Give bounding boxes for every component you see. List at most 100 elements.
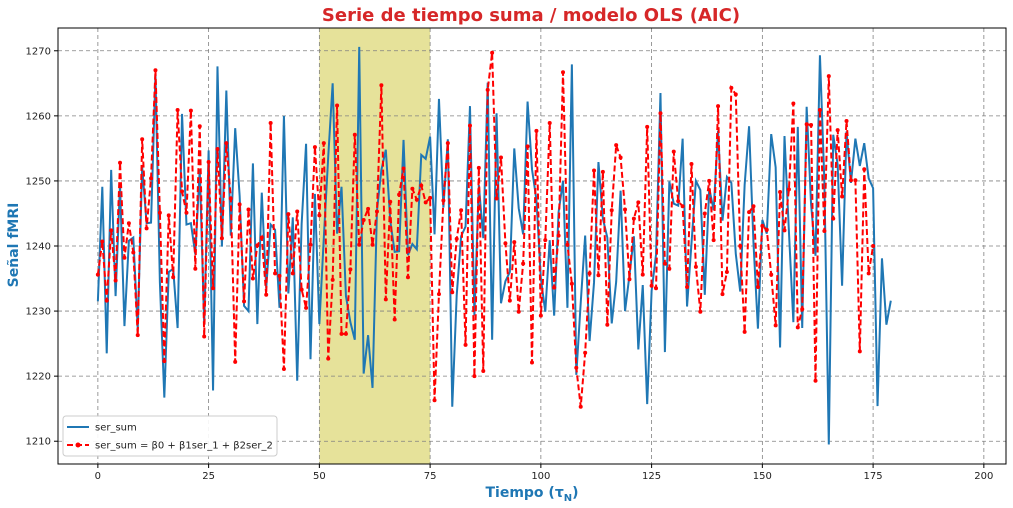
x-axis-label-subscript: N xyxy=(564,493,572,504)
series-point-fit xyxy=(405,275,410,280)
y-tick-label: 1210 xyxy=(26,437,51,448)
series-point-fit xyxy=(259,235,264,240)
series-point-fit xyxy=(335,103,340,108)
series-point-fit xyxy=(122,255,127,260)
series-point-fit xyxy=(636,200,641,205)
series-point-fit xyxy=(135,333,140,338)
chart-title: Serie de tiempo suma / modelo OLS (AIC) xyxy=(322,5,740,26)
series-point-fit xyxy=(126,221,131,226)
series-point-fit xyxy=(140,137,145,142)
series-point-fit xyxy=(809,122,814,127)
series-point-fit xyxy=(498,155,503,160)
series-point-fit xyxy=(197,124,202,129)
series-point-fit xyxy=(215,147,220,152)
series-point-fit xyxy=(250,276,255,281)
series-point-fit xyxy=(640,272,645,277)
series-point-fit xyxy=(131,250,136,255)
series-point-fit xyxy=(658,111,663,116)
series-point-fit xyxy=(441,198,446,203)
series-point-fit xyxy=(264,292,269,297)
series-point-fit xyxy=(724,270,729,275)
axis-ticks: 0 25 50 75 100 125 150 175 200 1210 1220 1230 1240 12… xyxy=(26,46,994,482)
series-point-fit xyxy=(521,261,526,266)
series-point-fit xyxy=(352,132,357,137)
series-point-fit xyxy=(561,70,566,75)
series-point-fit xyxy=(773,323,778,328)
series-point-fit xyxy=(281,366,286,371)
series-point-fit xyxy=(667,266,672,271)
series-point-fit xyxy=(676,199,681,204)
series-point-fit xyxy=(618,155,623,160)
series-layer xyxy=(95,46,892,445)
series-point-fit xyxy=(428,195,433,200)
x-tick-label: 200 xyxy=(974,471,993,482)
series-point-fit xyxy=(605,322,610,327)
series-point-fit xyxy=(627,277,632,282)
y-tick-label: 1260 xyxy=(26,111,51,122)
series-point-fit xyxy=(193,266,198,271)
series-point-fit xyxy=(786,187,791,192)
series-point-fit xyxy=(343,331,348,336)
x-tick-label: 0 xyxy=(95,471,101,482)
series-point-fit xyxy=(530,360,534,365)
series-point-fit xyxy=(574,365,579,370)
series-point-fit xyxy=(569,281,574,286)
series-point-fit xyxy=(791,101,796,106)
series-point-fit xyxy=(366,206,371,211)
series-point-fit xyxy=(180,189,185,194)
series-point-fit xyxy=(273,271,278,276)
series-point-fit xyxy=(600,169,605,174)
legend: ser_sum ser_sum = β0 + β1ser_1 + β2ser_2 xyxy=(62,415,278,457)
series-point-fit xyxy=(299,287,304,292)
series-point-fit xyxy=(149,176,154,181)
series-point-fit xyxy=(242,299,247,304)
series-point-fit xyxy=(171,275,176,280)
series-point-fit xyxy=(330,277,335,282)
series-point-fit xyxy=(432,398,437,403)
series-point-fit xyxy=(835,128,840,133)
series-1 xyxy=(96,46,892,445)
series-point-fit xyxy=(800,307,805,312)
series-point-fit xyxy=(184,210,189,215)
series-point-fit xyxy=(813,378,818,383)
y-tick-label: 1240 xyxy=(26,242,51,253)
series-point-fit xyxy=(490,50,495,55)
series-point-fit xyxy=(733,92,738,97)
x-tick-label: 175 xyxy=(864,471,883,482)
series-point-fit xyxy=(702,211,707,216)
series-point-fit xyxy=(317,213,322,218)
series-point-fit xyxy=(95,272,100,277)
x-tick-label: 125 xyxy=(642,471,661,482)
legend-label: ser_sum xyxy=(95,423,137,434)
series-point-fit xyxy=(587,271,592,276)
series-point-fit xyxy=(755,284,760,289)
series-point-fit xyxy=(547,121,552,126)
series-point-fit xyxy=(118,160,123,165)
series-point-fit xyxy=(645,124,650,129)
series-point-fit xyxy=(738,244,743,248)
series-point-fit xyxy=(246,207,251,212)
series-point-fit xyxy=(848,178,853,183)
series-point-fit xyxy=(467,123,472,128)
series-point-fit xyxy=(295,209,300,214)
x-tick-label: 100 xyxy=(531,471,550,482)
series-point-fit xyxy=(445,141,450,146)
series-point-fit xyxy=(778,189,783,194)
series-point-fit xyxy=(162,359,167,364)
series-point-fit xyxy=(312,145,317,150)
series-point-fit xyxy=(631,216,636,221)
series-point-fit xyxy=(454,236,459,241)
series-point-fit xyxy=(206,160,211,165)
series-point-fit xyxy=(817,107,822,112)
series-point-fit xyxy=(623,207,628,212)
series-point-fit xyxy=(237,202,242,207)
series-point-fit xyxy=(348,267,353,272)
series-point-fit xyxy=(104,298,109,303)
y-tick-label: 1230 xyxy=(26,307,51,318)
series-point-fit xyxy=(224,141,229,146)
x-tick-label: 75 xyxy=(424,471,437,482)
series-point-fit xyxy=(565,242,570,247)
series-point-fit xyxy=(268,121,273,126)
series-point-fit xyxy=(219,236,224,241)
